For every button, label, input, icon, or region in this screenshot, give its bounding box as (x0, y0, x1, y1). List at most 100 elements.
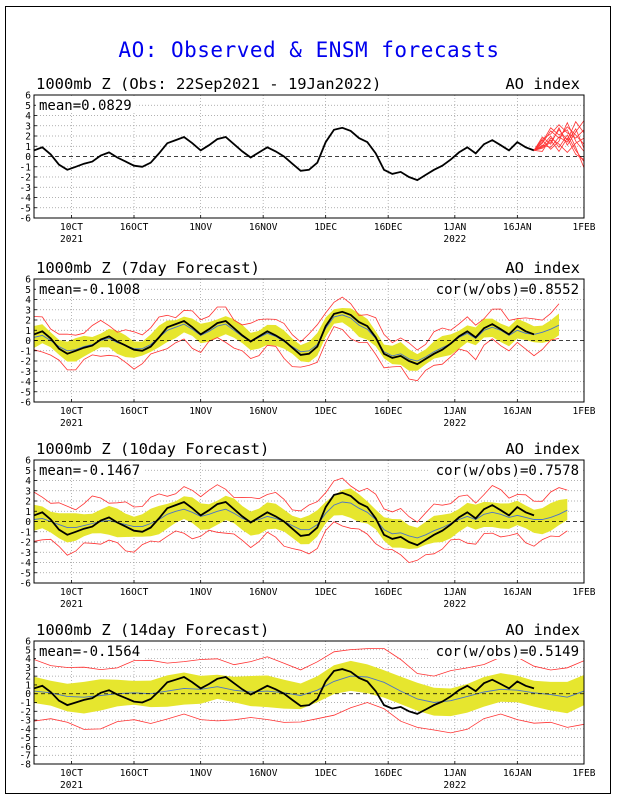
y-tick-label: -2 (20, 173, 31, 184)
mean-label-bg (36, 462, 146, 478)
y-tick-label: -3 (20, 367, 31, 378)
correlation-label: cor(w/obs)=0.8552 (436, 282, 579, 298)
y-tick-label: 1 (25, 326, 31, 337)
x-tick-label: 16NOV (249, 406, 278, 417)
y-tick-label: 1 (25, 142, 31, 153)
x-tick-year-label: 2021 (60, 599, 83, 610)
ensemble-lower-envelope (34, 702, 584, 734)
y-tick-label: -5 (20, 203, 31, 214)
mean-label: mean=0.0829 (39, 98, 132, 114)
mean-label-bg (36, 97, 137, 113)
x-tick-label: 1NOV (189, 222, 212, 233)
y-tick-label: -4 (20, 724, 32, 735)
x-tick-label: 1DEC (314, 768, 337, 779)
ensemble-mean-line (34, 501, 568, 539)
ensemble-member-line (533, 126, 584, 151)
plot-area (34, 648, 584, 734)
correlation-label-bg (429, 643, 582, 659)
x-tick-label: 16NOV (249, 587, 278, 598)
y-tick-label: -4 (20, 558, 32, 569)
mean-label: mean=-0.1467 (39, 463, 140, 479)
y-tick-label: 5 (25, 101, 31, 112)
ensemble-member-line (533, 120, 584, 151)
x-tick-label: 1NOV (189, 768, 212, 779)
ensemble-member-line (533, 137, 584, 160)
ensemble-member-line (533, 127, 584, 168)
y-tick-label: 5 (25, 285, 31, 296)
y-tick-label: -2 (20, 538, 31, 549)
x-tick-label: 16JAN (503, 406, 532, 417)
ensemble-upper-envelope (34, 477, 568, 523)
observed-line (34, 491, 535, 547)
chart-panel-4: 1000mb Z (14day Forecast) AO index-8-7-6-… (20, 621, 596, 791)
x-tick-label: 1JAN (443, 587, 466, 598)
y-tick-label: 0 (25, 689, 31, 700)
x-tick-label: 1NOV (189, 406, 212, 417)
x-tick-label: 10CT (60, 222, 83, 233)
figure-frame (5, 6, 611, 794)
y-tick-label: 4 (25, 295, 31, 306)
x-tick-label: 10CT (60, 587, 83, 598)
correlation-label: cor(w/obs)=0.7578 (436, 463, 579, 479)
x-tick-label: 1DEC (314, 222, 337, 233)
panel-right-label: AO index (505, 75, 580, 93)
panel-right-label: AO index (505, 259, 580, 277)
y-tick-label: -3 (20, 716, 31, 727)
x-tick-year-label: 2022 (443, 418, 466, 429)
ensemble-spread-band (34, 488, 568, 549)
x-tick-label: 1JAN (443, 222, 466, 233)
correlation-label-bg (429, 281, 582, 297)
ensemble-member-line (533, 134, 584, 162)
y-tick-label: 6 (25, 637, 31, 648)
observed-line (34, 668, 535, 715)
x-tick-label: 16DEC (374, 768, 403, 779)
x-tick-label: 1FEB (573, 768, 596, 779)
ensemble-spread-band (34, 308, 559, 371)
y-tick-label: -6 (20, 398, 32, 409)
chart-panel-1: 1000mb Z (Obs: 22Sep2021 - 19Jan2022) AO … (20, 75, 596, 245)
panel-right-label: AO index (505, 621, 580, 639)
ensemble-lower-envelope (34, 326, 560, 382)
x-tick-label: 16OCT (120, 587, 149, 598)
x-tick-label: 1DEC (314, 406, 337, 417)
y-tick-label: -4 (20, 377, 32, 388)
ensemble-mean-line (34, 675, 584, 703)
figure-title: AO: Observed & ENSM forecasts (118, 38, 500, 62)
ensemble-upper-envelope (34, 296, 560, 351)
correlation-label: cor(w/obs)=0.5149 (436, 644, 579, 660)
y-tick-label: -2 (20, 357, 31, 368)
y-tick-label: -8 (20, 760, 32, 771)
y-tick-label: -1 (20, 162, 32, 173)
y-tick-label: 3 (25, 121, 31, 132)
observed-line (34, 310, 535, 366)
plot-area (34, 120, 584, 182)
x-tick-label: 1FEB (573, 587, 596, 598)
x-tick-label: 16JAN (503, 222, 532, 233)
x-tick-label: 16DEC (374, 406, 403, 417)
x-tick-label: 10CT (60, 768, 83, 779)
y-tick-label: 4 (25, 476, 31, 487)
chart-panel-3: 1000mb Z (10day Forecast) AO index-6-5-4-… (20, 440, 596, 610)
y-tick-label: -6 (20, 214, 32, 225)
y-tick-label: 6 (25, 91, 31, 102)
y-tick-label: 6 (25, 456, 31, 467)
ensemble-member-line (533, 127, 584, 151)
observed-line (34, 126, 535, 182)
x-tick-label: 1FEB (573, 222, 596, 233)
y-tick-label: -3 (20, 548, 31, 559)
y-tick-label: 1 (25, 680, 31, 691)
x-tick-label: 16OCT (120, 768, 149, 779)
x-tick-year-label: 2021 (60, 780, 83, 791)
y-tick-label: 4 (25, 654, 31, 665)
correlation-label-bg (429, 462, 582, 478)
mean-label-bg (36, 281, 146, 297)
ensemble-member-line (533, 120, 584, 151)
y-tick-label: -7 (20, 751, 31, 762)
y-tick-label: 0 (25, 517, 31, 528)
y-tick-label: 0 (25, 336, 31, 347)
x-tick-year-label: 2022 (443, 234, 466, 245)
x-tick-label: 16NOV (249, 222, 278, 233)
y-tick-label: -6 (20, 742, 32, 753)
plot-area (34, 296, 560, 382)
x-tick-label: 1JAN (443, 406, 466, 417)
